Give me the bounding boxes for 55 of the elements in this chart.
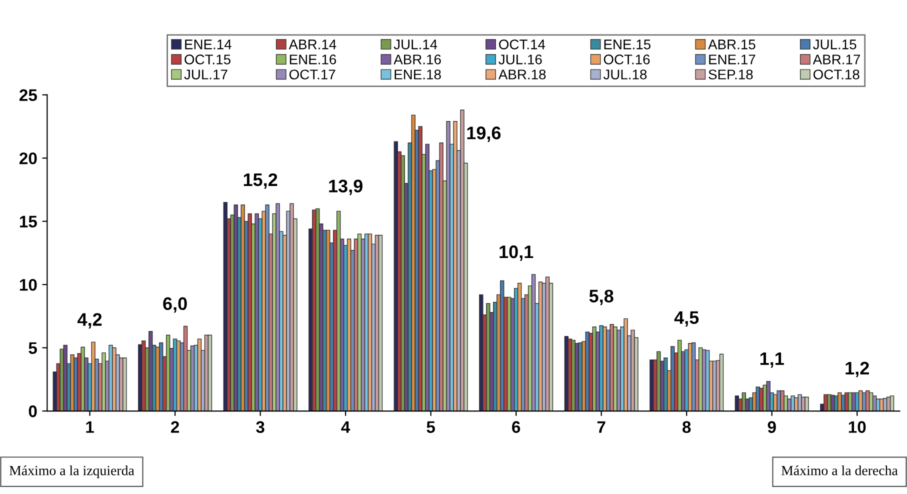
- legend-label: ENE.16: [290, 54, 336, 64]
- legend-label: JUL.17: [184, 70, 228, 80]
- legend-label: OCT.17: [289, 70, 336, 80]
- annotation: 1,1: [760, 352, 784, 368]
- y-tick-label: 10: [20, 278, 37, 291]
- annotation: 13,9: [329, 180, 362, 196]
- bar: [719, 354, 724, 412]
- legend-label: JUL.15: [813, 40, 856, 50]
- annotation: 4,5: [674, 311, 699, 327]
- y-tick-label: 25: [19, 89, 37, 102]
- annotation: 1,2: [846, 362, 869, 378]
- x-tick-label: 8: [682, 421, 691, 433]
- legend-label: ENE.18: [394, 70, 441, 80]
- legend-label: JUL.16: [498, 54, 542, 64]
- annotation: 5,8: [589, 290, 614, 306]
- x-tick-label: 2: [170, 421, 180, 433]
- annotation: 6,0: [163, 297, 187, 313]
- legend-label: ABR.17: [812, 54, 860, 64]
- legend-label: JUL.18: [603, 70, 647, 80]
- text: Máximo a la derecha: [781, 465, 898, 476]
- legend-label: ABR.14: [288, 40, 336, 50]
- legend-label: ABR.15: [708, 40, 756, 50]
- x-tick-label: 6: [512, 421, 520, 433]
- x-tick-label: 10: [848, 421, 866, 433]
- legend-label: OCT.14: [499, 40, 546, 50]
- annotation: 10,1: [500, 245, 534, 261]
- legend-label: ABR.16: [394, 54, 441, 64]
- legend-label: OCT.18: [813, 70, 860, 80]
- x-tick-label: 4: [341, 421, 350, 433]
- legend-label: ABR.18: [498, 70, 546, 80]
- y-tick-label: 0: [28, 405, 37, 418]
- annotation: 4,2: [78, 313, 102, 328]
- x-tick-label: 3: [256, 421, 264, 433]
- y-tick-label: 15: [20, 216, 37, 228]
- bar: [208, 334, 212, 412]
- bar: [378, 234, 383, 412]
- y-tick-label: 5: [28, 342, 37, 354]
- bar: [804, 396, 809, 412]
- legend-label: ENE.15: [604, 40, 650, 50]
- legend-label: ENE.14: [185, 40, 232, 50]
- annotation: 15,2: [244, 173, 278, 189]
- bar: [122, 358, 127, 412]
- legend-label: SEP.18: [708, 70, 753, 80]
- x-tick-label: 1: [86, 421, 94, 433]
- legend-label: JUL.14: [394, 40, 438, 50]
- x-tick-label: 5: [426, 421, 435, 433]
- legend-label: OCT.15: [184, 54, 230, 64]
- annotation: 19,6: [467, 126, 501, 142]
- x-tick-label: 7: [597, 421, 606, 433]
- bar: [890, 395, 894, 412]
- legend-label: ENE.17: [709, 54, 756, 64]
- y-tick-label: 20: [19, 152, 37, 164]
- x-tick-label: 9: [768, 421, 776, 433]
- text: Máximo a la izquierda: [9, 465, 134, 478]
- legend-label: OCT.16: [604, 54, 650, 64]
